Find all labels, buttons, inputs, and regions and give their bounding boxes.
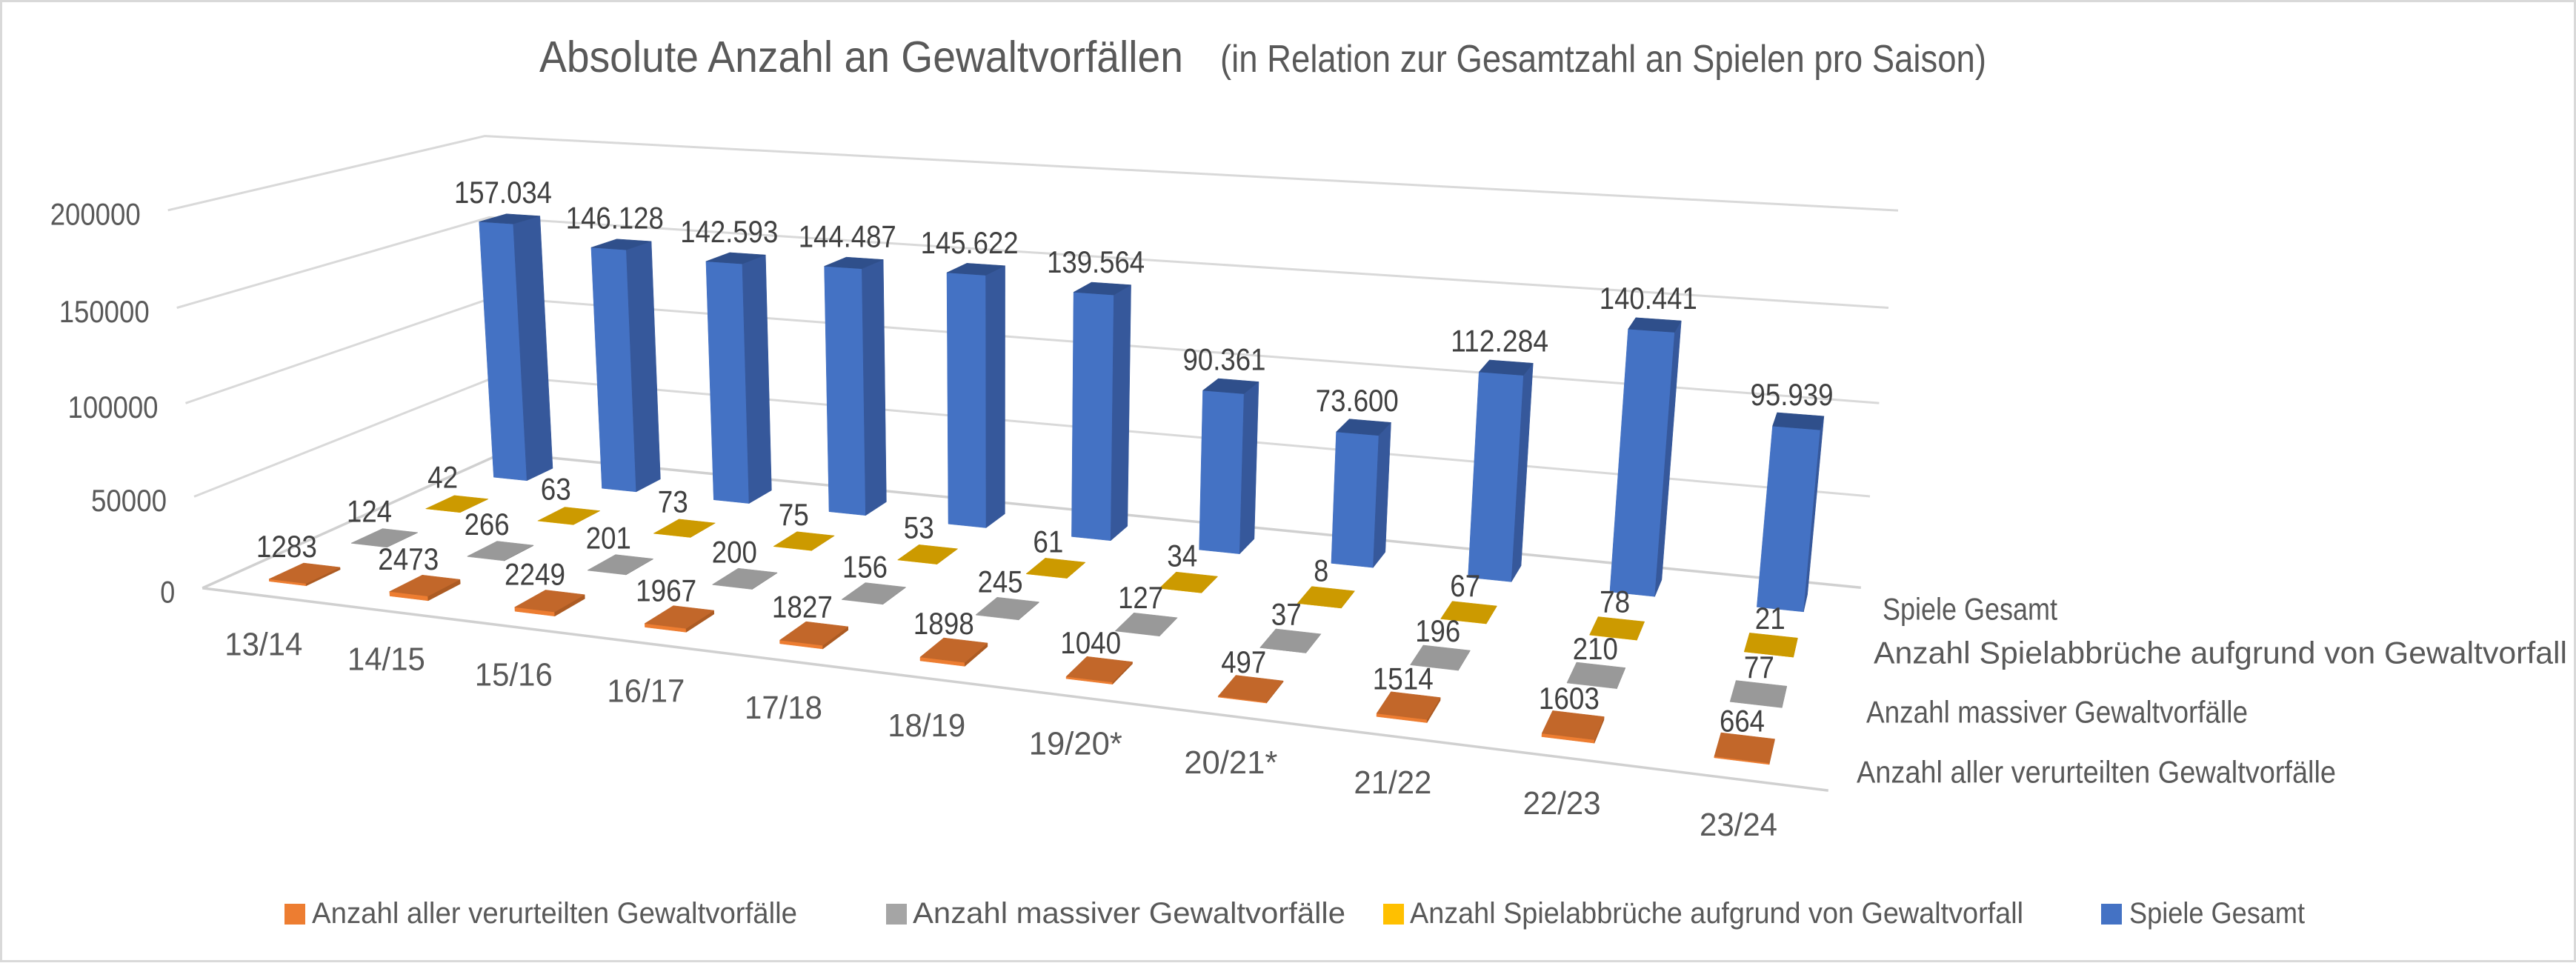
svg-text:23/24: 23/24 bbox=[1700, 807, 1777, 843]
svg-text:201: 201 bbox=[586, 520, 631, 555]
svg-text:200: 200 bbox=[712, 534, 757, 569]
svg-text:245: 245 bbox=[978, 564, 1023, 599]
svg-text:497: 497 bbox=[1221, 644, 1266, 679]
svg-text:78: 78 bbox=[1600, 584, 1630, 619]
svg-text:150000: 150000 bbox=[59, 294, 150, 329]
svg-text:1967: 1967 bbox=[636, 573, 696, 607]
svg-text:139.564: 139.564 bbox=[1047, 244, 1145, 279]
svg-text:1040: 1040 bbox=[1060, 625, 1121, 660]
svg-text:15/16: 15/16 bbox=[475, 657, 553, 693]
svg-text:67: 67 bbox=[1450, 568, 1480, 603]
svg-text:18/19: 18/19 bbox=[888, 707, 965, 744]
svg-text:Anzahl Spielabbrüche aufgrund: Anzahl Spielabbrüche aufgrund von Gewalt… bbox=[1874, 636, 2567, 670]
svg-text:53: 53 bbox=[904, 510, 934, 545]
svg-text:100000: 100000 bbox=[68, 390, 159, 424]
svg-text:22/23: 22/23 bbox=[1523, 785, 1601, 822]
svg-text:21: 21 bbox=[1755, 601, 1785, 636]
svg-text:8: 8 bbox=[1314, 553, 1328, 588]
svg-text:Anzahl aller verurteilten Gewa: Anzahl aller verurteilten Gewaltvorfälle bbox=[312, 897, 797, 930]
svg-text:200000: 200000 bbox=[50, 196, 141, 231]
svg-text:127: 127 bbox=[1118, 580, 1163, 615]
svg-text:196: 196 bbox=[1415, 613, 1460, 648]
svg-text:Anzahl Spielabbrüche aufgrund: Anzahl Spielabbrüche aufgrund von Gewalt… bbox=[1410, 897, 2023, 930]
svg-text:95.939: 95.939 bbox=[1751, 377, 1834, 412]
svg-text:1283: 1283 bbox=[256, 529, 317, 564]
svg-text:21/22: 21/22 bbox=[1354, 765, 1431, 801]
svg-text:142.593: 142.593 bbox=[680, 214, 778, 249]
svg-text:Anzahl massiver Gewaltvorfälle: Anzahl massiver Gewaltvorfälle bbox=[1866, 695, 2248, 730]
svg-text:1827: 1827 bbox=[772, 589, 833, 624]
svg-text:90.361: 90.361 bbox=[1183, 342, 1266, 377]
svg-text:664: 664 bbox=[1720, 704, 1765, 739]
svg-text:146.128: 146.128 bbox=[566, 200, 664, 235]
svg-text:2473: 2473 bbox=[378, 542, 439, 576]
svg-text:20/21*: 20/21* bbox=[1184, 745, 1277, 781]
svg-text:145.622: 145.622 bbox=[921, 225, 1019, 260]
svg-text:156: 156 bbox=[842, 549, 888, 584]
svg-text:16/17: 16/17 bbox=[607, 673, 685, 710]
svg-text:144.487: 144.487 bbox=[799, 219, 896, 253]
svg-text:73.600: 73.600 bbox=[1316, 383, 1399, 418]
svg-text:50000: 50000 bbox=[91, 483, 167, 518]
svg-text:1514: 1514 bbox=[1373, 662, 1434, 696]
svg-text:77: 77 bbox=[1744, 650, 1774, 684]
svg-text:63: 63 bbox=[541, 472, 571, 507]
svg-text:2249: 2249 bbox=[505, 557, 565, 592]
svg-text:140.441: 140.441 bbox=[1600, 281, 1697, 316]
svg-text:14/15: 14/15 bbox=[347, 642, 425, 678]
svg-text:17/18: 17/18 bbox=[745, 690, 822, 726]
svg-text:Absolute Anzahl an Gewaltvorfä: Absolute Anzahl an Gewaltvorfällen bbox=[539, 33, 1183, 81]
svg-text:266: 266 bbox=[465, 507, 510, 542]
svg-text:75: 75 bbox=[779, 497, 809, 532]
svg-text:Anzahl aller verurteilten Gewa: Anzahl aller verurteilten Gewaltvorfälle bbox=[1857, 755, 2336, 790]
svg-text:Spiele Gesamt: Spiele Gesamt bbox=[2129, 897, 2305, 930]
svg-text:34: 34 bbox=[1167, 539, 1197, 573]
svg-text:1898: 1898 bbox=[913, 606, 974, 641]
svg-text:(in Relation zur Gesamtzahl an: (in Relation zur Gesamtzahl an Spielen p… bbox=[1220, 38, 1986, 81]
svg-text:0: 0 bbox=[160, 574, 175, 609]
svg-text:42: 42 bbox=[427, 460, 458, 495]
svg-text:37: 37 bbox=[1271, 597, 1302, 632]
svg-text:Spiele Gesamt: Spiele Gesamt bbox=[1883, 592, 2057, 627]
svg-text:112.284: 112.284 bbox=[1451, 324, 1548, 359]
svg-text:61: 61 bbox=[1033, 524, 1063, 559]
svg-text:Anzahl massiver Gewaltvorfälle: Anzahl massiver Gewaltvorfälle bbox=[913, 897, 1345, 930]
svg-text:19/20*: 19/20* bbox=[1029, 726, 1122, 762]
svg-text:73: 73 bbox=[658, 484, 688, 519]
svg-text:210: 210 bbox=[1573, 631, 1618, 666]
svg-text:124: 124 bbox=[347, 493, 392, 528]
svg-text:1603: 1603 bbox=[1539, 681, 1600, 716]
svg-text:13/14: 13/14 bbox=[224, 627, 302, 663]
svg-text:157.034: 157.034 bbox=[454, 175, 552, 210]
